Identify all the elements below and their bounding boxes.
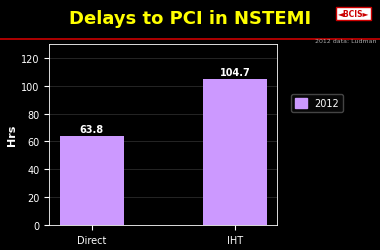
Bar — [203, 80, 267, 225]
Y-axis label: Hrs: Hrs — [7, 124, 17, 146]
Text: ◄BCIS►: ◄BCIS► — [338, 10, 369, 19]
Text: 2012 data: Ludman: 2012 data: Ludman — [315, 39, 377, 44]
Text: 104.7: 104.7 — [220, 68, 250, 78]
Legend: 2012: 2012 — [291, 95, 344, 113]
Text: 63.8: 63.8 — [80, 124, 104, 134]
Text: Delays to PCI in NSTEMI: Delays to PCI in NSTEMI — [69, 10, 311, 28]
Bar — [60, 137, 124, 225]
